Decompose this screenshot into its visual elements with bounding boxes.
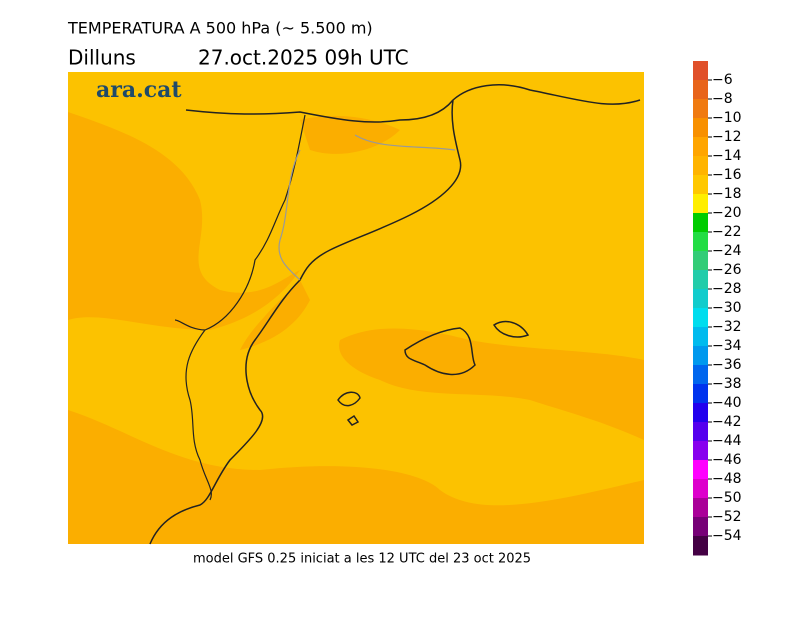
colorbar-label: −34 bbox=[712, 338, 742, 354]
colorbar-label: −18 bbox=[712, 186, 742, 202]
warm-area bbox=[300, 115, 400, 154]
border bbox=[174, 114, 306, 501]
colorbar-label: −44 bbox=[712, 433, 742, 449]
colorbar-label: −24 bbox=[712, 243, 742, 259]
colorbar-label: −48 bbox=[712, 471, 742, 487]
colorbar-label: −32 bbox=[712, 319, 742, 335]
colorbar-label: −30 bbox=[712, 300, 742, 316]
colorbar-label: −38 bbox=[712, 376, 742, 392]
colorbar-label: −36 bbox=[712, 357, 742, 373]
colorbar-swatch bbox=[693, 118, 708, 138]
colorbar-label: −50 bbox=[712, 490, 742, 506]
colorbar: −6 −8 −10 −12 −14 −16 −18 −20 −22 −24 −26 −28 −30 −32… bbox=[693, 61, 742, 556]
warm-area bbox=[339, 328, 644, 440]
island bbox=[404, 327, 476, 376]
colorbar-label: −42 bbox=[712, 414, 742, 430]
colorbar-label: −40 bbox=[712, 395, 742, 411]
colorbar-swatch bbox=[693, 403, 708, 423]
colorbar-swatch bbox=[693, 61, 708, 81]
colorbar-swatch bbox=[693, 251, 708, 271]
colorbar-label: −16 bbox=[712, 167, 742, 183]
island bbox=[492, 320, 530, 338]
colorbar-swatch bbox=[693, 156, 708, 176]
map: ara.cat bbox=[68, 72, 644, 545]
colorbar-swatch bbox=[693, 175, 708, 195]
colorbar-label: −14 bbox=[712, 148, 742, 164]
colorbar-label: −20 bbox=[712, 205, 742, 221]
region-border bbox=[278, 134, 456, 281]
colorbar-swatch bbox=[693, 479, 708, 499]
colorbar-label: −12 bbox=[712, 129, 742, 145]
footer: model GFS 0.25 iniciat a les 12 UTC del … bbox=[193, 552, 531, 567]
colorbar-swatch bbox=[693, 99, 708, 119]
colorbar-label: −28 bbox=[712, 281, 742, 297]
colorbar-swatch bbox=[693, 270, 708, 290]
colorbar-swatch bbox=[693, 194, 708, 214]
colorbar-label: −26 bbox=[712, 262, 742, 278]
colorbar-label: −8 bbox=[712, 91, 733, 107]
colorbar-swatch bbox=[693, 137, 708, 157]
colorbar-label: −54 bbox=[712, 528, 742, 544]
colorbar-swatch bbox=[693, 213, 708, 233]
colorbar-label: −6 bbox=[712, 72, 733, 88]
colorbar-label: −46 bbox=[712, 452, 742, 468]
colorbar-swatch bbox=[693, 384, 708, 404]
logo: ara.cat bbox=[96, 77, 182, 103]
colorbar-swatch bbox=[693, 346, 708, 366]
warm-area bbox=[68, 410, 644, 544]
island bbox=[337, 391, 361, 426]
colorbar-swatch bbox=[693, 80, 708, 100]
colorbar-swatch bbox=[693, 327, 708, 347]
colorbar-swatch bbox=[693, 232, 708, 252]
colorbar-swatch bbox=[693, 517, 708, 537]
warm-area bbox=[240, 280, 310, 350]
colorbar-label: −22 bbox=[712, 224, 742, 240]
colorbar-swatch bbox=[693, 422, 708, 442]
warm-area bbox=[68, 112, 300, 330]
coastline bbox=[149, 84, 641, 545]
colorbar-swatch bbox=[693, 365, 708, 385]
colorbar-swatch bbox=[693, 498, 708, 518]
colorbar-label: −52 bbox=[712, 509, 742, 525]
date: 27.oct.2025 09h UTC bbox=[198, 46, 409, 70]
colorbar-swatch bbox=[693, 308, 708, 328]
colorbar-swatch bbox=[693, 289, 708, 309]
colorbar-label: −10 bbox=[712, 110, 742, 126]
title: TEMPERATURA A 500 hPa (~ 5.500 m) bbox=[67, 19, 373, 38]
colorbar-swatch bbox=[693, 536, 708, 556]
colorbar-swatch bbox=[693, 460, 708, 480]
day: Dilluns bbox=[68, 46, 136, 70]
colorbar-swatch bbox=[693, 441, 708, 461]
